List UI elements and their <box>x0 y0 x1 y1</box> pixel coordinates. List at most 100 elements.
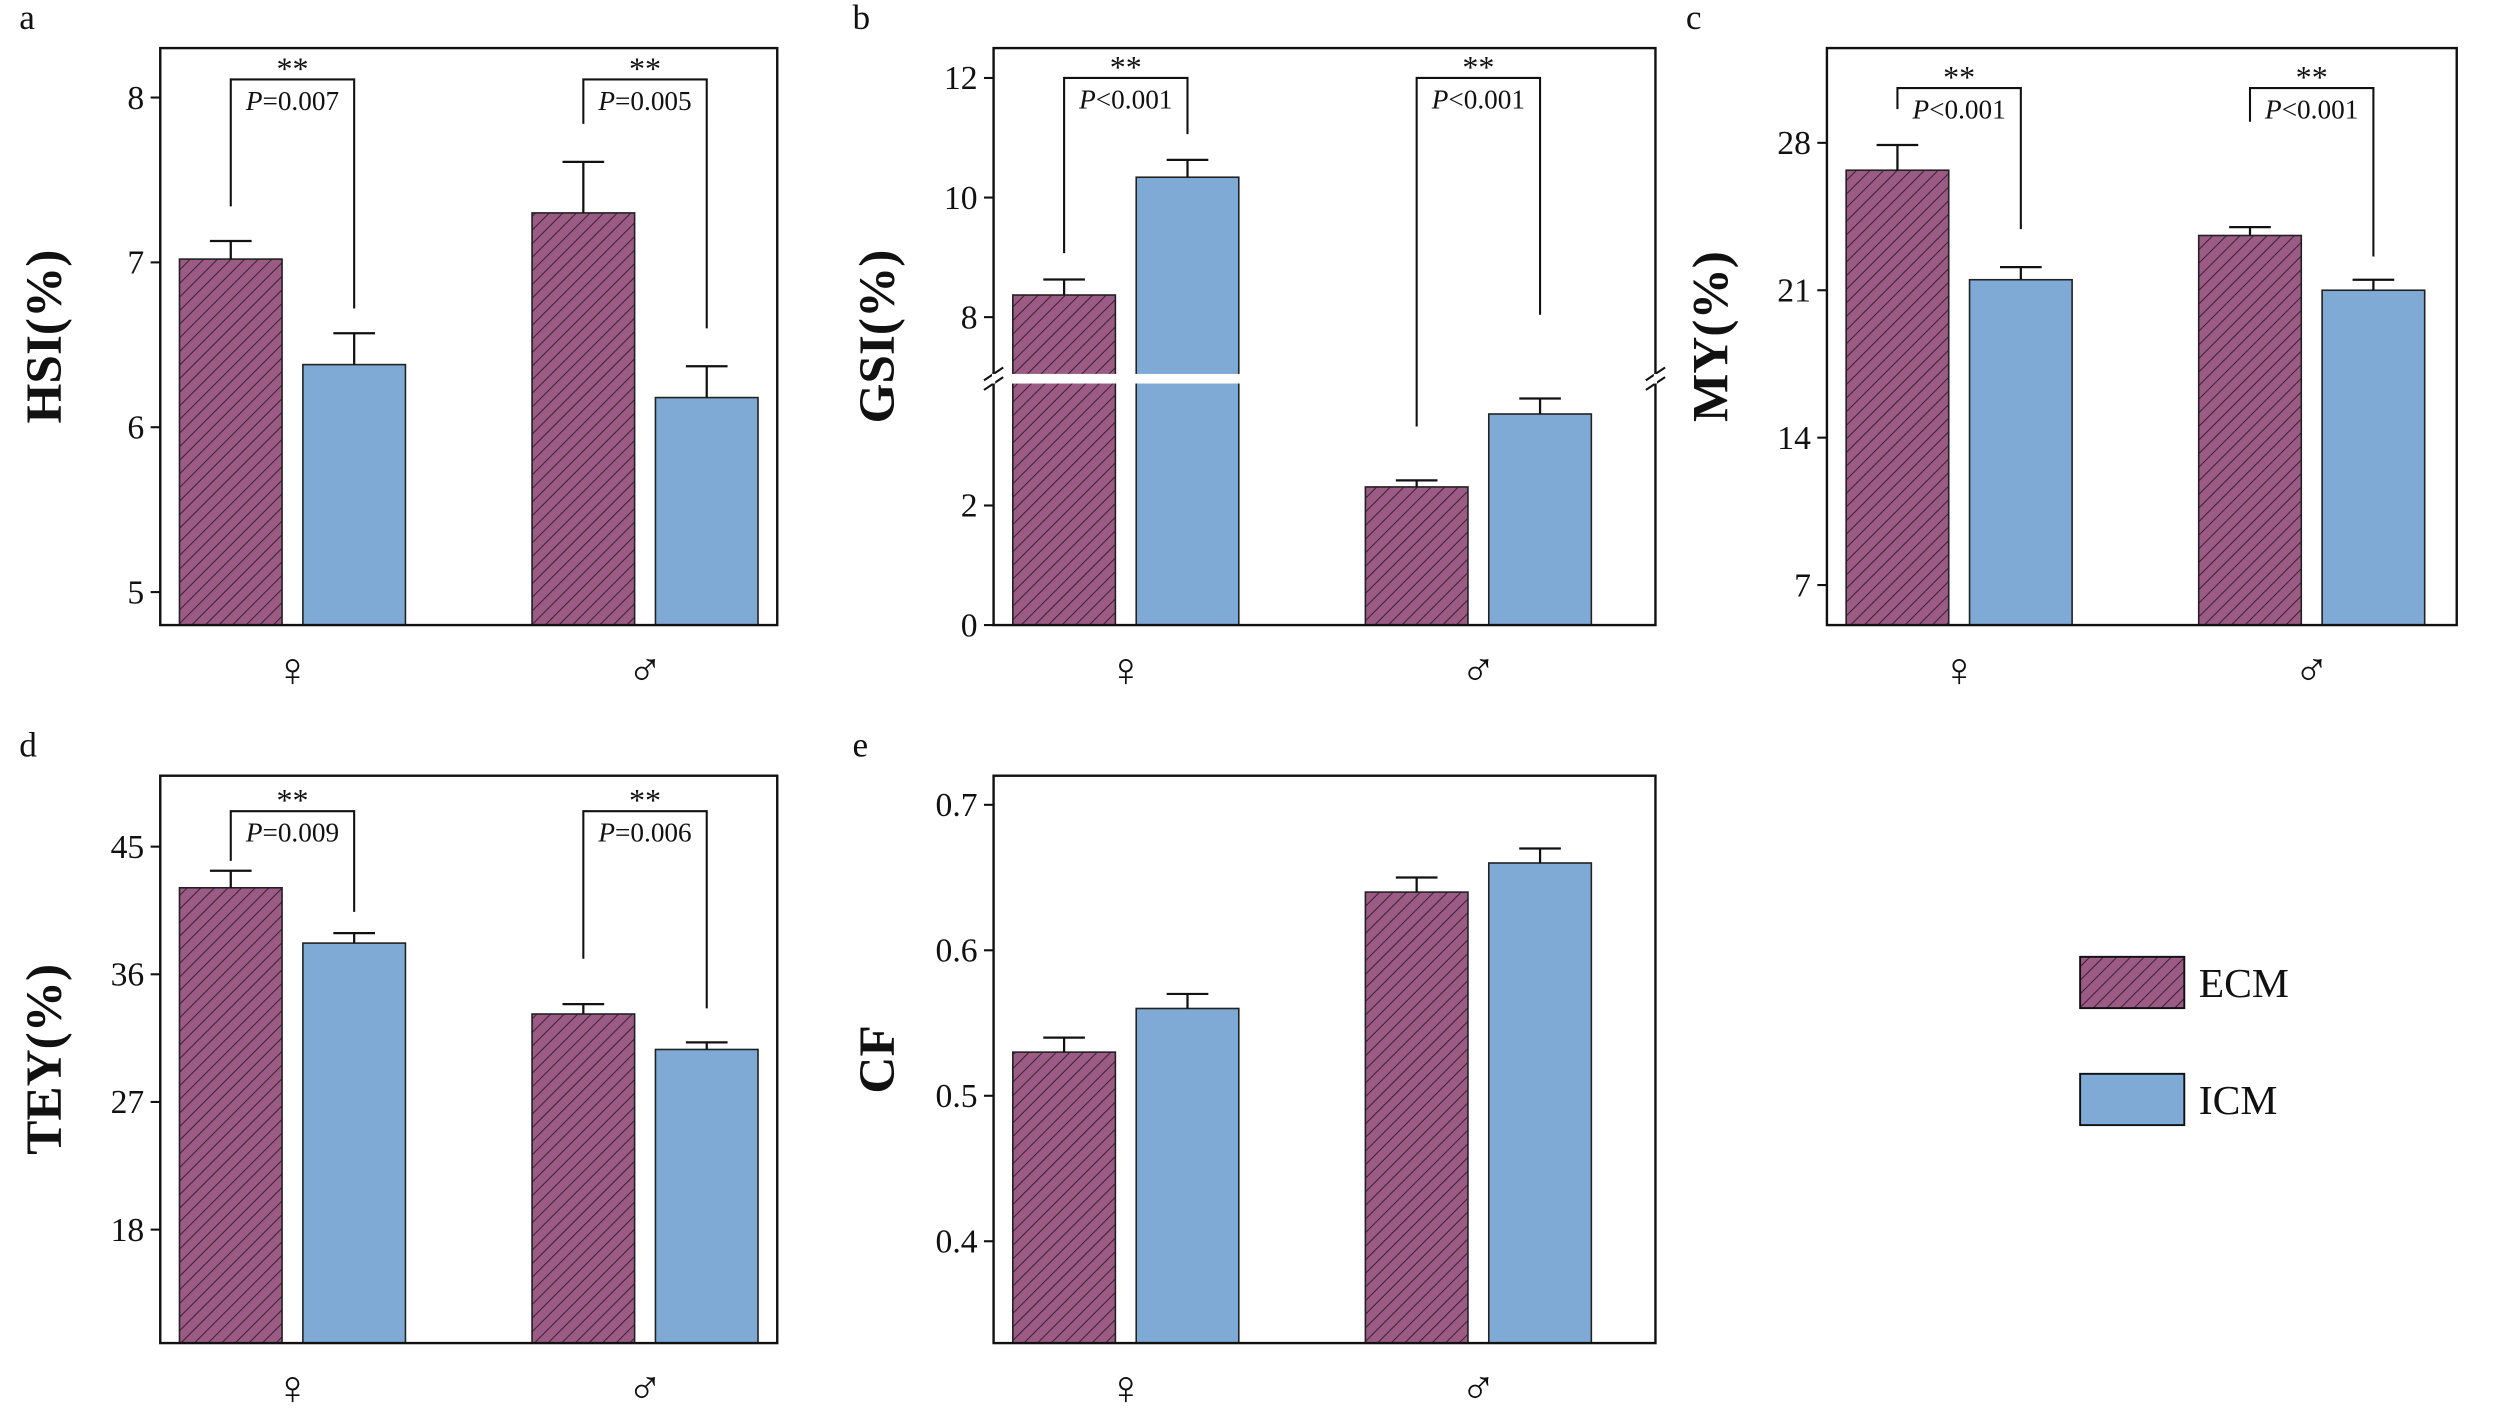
bar-ecm-male <box>531 212 636 626</box>
y-tick-label: 28 <box>1777 125 1811 162</box>
y-tick-label: 36 <box>111 957 145 994</box>
significance-bracket <box>229 810 356 912</box>
p-symbol: P <box>245 86 263 116</box>
significance-bracket <box>229 78 356 309</box>
bar-icm-male <box>2321 289 2426 626</box>
significance-bracket <box>1415 76 1542 427</box>
p-value: =0.009 <box>262 818 339 848</box>
plot-frame <box>992 46 1657 627</box>
p-value-label: P=0.005 <box>597 86 691 116</box>
plot-frame <box>159 46 779 627</box>
bar-ecm-female <box>1012 1051 1117 1344</box>
legend-label-ecm: ECM <box>2199 961 2289 1007</box>
significance-stars: ** <box>276 50 308 86</box>
y-tick-label: 8 <box>961 299 978 336</box>
p-value-label: P<0.001 <box>1078 84 1172 114</box>
x-label-male: ♂ <box>1460 1362 1496 1412</box>
y-tick-label: 14 <box>1777 420 1811 457</box>
bar-ecm-male <box>531 1013 636 1344</box>
panel-letter: a <box>19 0 35 37</box>
significance-bracket <box>1896 87 2022 230</box>
panel-e: e CF 0.4 0.5 0.6 0.7 ♀ ♂ <box>849 725 1657 1412</box>
axis-break-gap <box>1653 373 1658 384</box>
bar-ecm-female <box>178 886 283 1344</box>
axis-break-gap <box>995 373 1654 384</box>
p-symbol: P <box>2264 95 2282 125</box>
x-label-female: ♀ <box>1108 644 1144 697</box>
y-tick-label: 2 <box>961 488 978 525</box>
x-label-female: ♀ <box>274 1362 310 1412</box>
y-tick-label: 0.7 <box>936 787 978 824</box>
bar-icm-female <box>1135 1007 1240 1344</box>
panel-letter: b <box>853 0 871 37</box>
y-tick-label: 0.6 <box>936 933 978 970</box>
significance-bracket <box>582 78 708 329</box>
y-tick-label: 8 <box>127 80 144 117</box>
y-axis-label: TEY(%) <box>16 964 73 1155</box>
significance-stars: ** <box>1943 59 1975 95</box>
bar-ecm-male <box>1364 486 1469 626</box>
x-label-female: ♀ <box>1941 644 1977 697</box>
bar-ecm-male <box>2197 234 2303 626</box>
significance-stars: ** <box>1462 49 1494 85</box>
p-symbol: P <box>597 818 615 848</box>
y-tick-label: 0 <box>961 607 978 644</box>
x-label-female: ♀ <box>274 644 310 697</box>
y-tick-label: 5 <box>127 574 144 611</box>
x-label-male: ♂ <box>1460 644 1496 697</box>
bar-icm-female <box>302 363 407 626</box>
bar-ecm-female <box>178 258 283 626</box>
significance-stars: ** <box>2296 59 2328 95</box>
x-label-female: ♀ <box>1108 1362 1144 1412</box>
bar-icm-male <box>654 396 759 626</box>
y-tick-label: 0.5 <box>936 1078 978 1115</box>
significance-stars: ** <box>629 50 661 86</box>
bar-icm-female <box>302 942 407 1344</box>
p-symbol: P <box>1911 95 1929 125</box>
bar-icm-female <box>1968 278 2073 626</box>
bar-icm-male <box>1487 413 1593 626</box>
y-axis-label: HSI(%) <box>16 250 73 424</box>
legend-swatch-ecm <box>2079 955 2186 1010</box>
panel-letter: c <box>1686 0 1702 37</box>
p-value: =0.005 <box>615 86 692 116</box>
p-value: =0.006 <box>615 818 692 848</box>
p-value-label: P=0.006 <box>597 818 691 848</box>
bar-ecm-male <box>1364 891 1469 1344</box>
y-tick-label: 27 <box>111 1084 145 1121</box>
plot-frame <box>1825 46 2458 627</box>
p-value-label: P<0.001 <box>1911 95 2005 125</box>
p-value-label: P<0.001 <box>2264 95 2358 125</box>
bar-ecm-female <box>1845 169 1950 626</box>
panel-letter: d <box>19 725 37 764</box>
p-value: <0.001 <box>1448 84 1525 114</box>
bar-icm-male <box>1487 862 1593 1344</box>
p-symbol: P <box>245 818 263 848</box>
x-label-male: ♂ <box>2294 644 2330 697</box>
legend-label-icm: ICM <box>2199 1078 2278 1124</box>
y-tick-label: 10 <box>944 180 978 217</box>
y-axis-label: MY(%) <box>1683 251 1740 422</box>
plot-frame <box>992 774 1657 1345</box>
y-tick-label: 7 <box>127 245 144 282</box>
p-value: <0.001 <box>1929 95 2006 125</box>
significance-stars: ** <box>629 782 661 818</box>
p-symbol: P <box>597 86 615 116</box>
x-label-male: ♂ <box>627 1362 663 1412</box>
significance-stars: ** <box>1110 49 1142 85</box>
y-tick-label: 6 <box>127 409 144 446</box>
p-value: =0.007 <box>262 86 339 116</box>
bar-icm-male <box>654 1048 759 1344</box>
x-label-male: ♂ <box>627 644 663 697</box>
significance-bracket <box>2248 87 2375 257</box>
p-value: <0.001 <box>2282 95 2359 125</box>
y-tick-label: 12 <box>944 60 978 97</box>
bar-icm-female <box>1135 176 1240 626</box>
p-value-label: P=0.009 <box>245 818 339 848</box>
y-tick-label: 45 <box>111 829 145 866</box>
